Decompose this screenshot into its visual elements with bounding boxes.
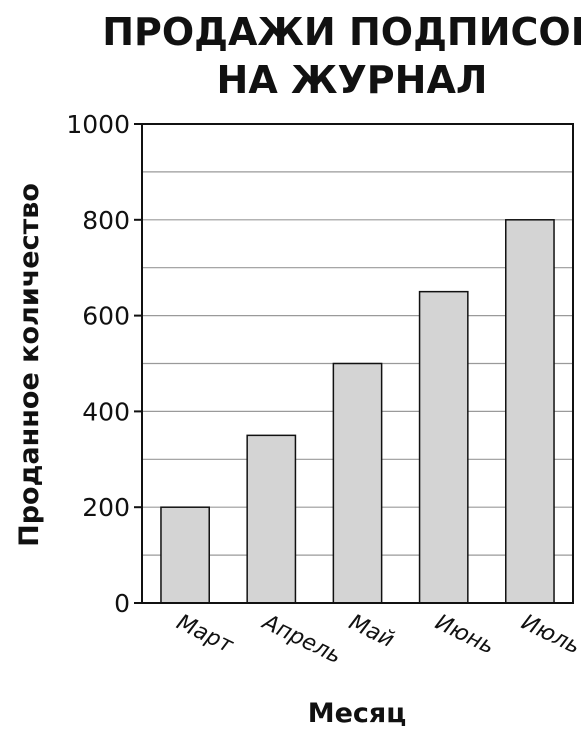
bars bbox=[160, 219, 555, 604]
x-tick-label: Апрель bbox=[257, 609, 345, 669]
plot-border bbox=[141, 123, 574, 604]
x-tick-labels: Март Апрель Май Июнь Июль bbox=[172, 609, 581, 669]
y-tick-label: 0 bbox=[114, 589, 130, 618]
bar bbox=[332, 362, 383, 604]
x-tick-label: Март bbox=[172, 610, 237, 659]
bar bbox=[418, 290, 469, 604]
x-tick-label: Июнь bbox=[431, 610, 498, 660]
chart-title-line-2: НА ЖУРНАЛ bbox=[217, 58, 488, 102]
y-tick-labels: 0 200 400 600 800 1000 bbox=[66, 110, 142, 618]
x-axis-title: Месяц bbox=[308, 698, 407, 729]
y-tick-label: 400 bbox=[82, 397, 130, 426]
plot-frame bbox=[141, 123, 574, 604]
x-tick-label: Май bbox=[345, 610, 398, 653]
bar bbox=[246, 434, 297, 604]
x-tick-label: Июль bbox=[517, 610, 581, 660]
bar bbox=[505, 219, 555, 604]
y-axis-title: Проданное количество bbox=[14, 183, 45, 547]
y-tick-label: 1000 bbox=[66, 110, 130, 139]
y-tick-label: 600 bbox=[82, 302, 130, 331]
bar bbox=[160, 506, 210, 604]
chart-title-line-1: ПРОДАЖИ ПОДПИСОК bbox=[102, 10, 581, 54]
y-tick-label: 200 bbox=[82, 493, 130, 522]
y-tick-label: 800 bbox=[82, 206, 130, 235]
